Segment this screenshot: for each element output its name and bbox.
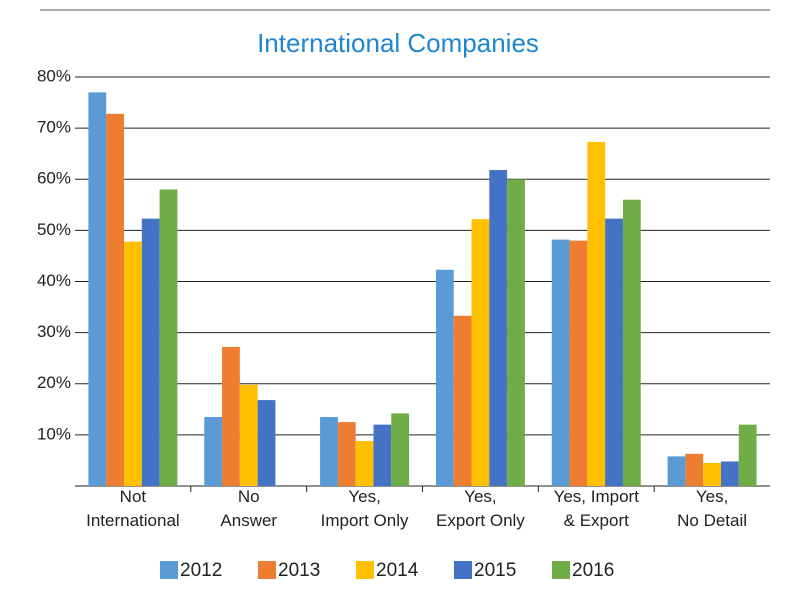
x-tick-label: Yes, Export Only	[436, 487, 525, 530]
x-tick-label: Yes, Import Only	[321, 487, 409, 530]
bar	[124, 241, 142, 486]
bar	[685, 453, 704, 486]
y-tick-label: 40%	[37, 271, 71, 290]
legend-swatch	[454, 561, 472, 579]
bar	[667, 456, 686, 486]
y-tick-label: 10%	[37, 424, 71, 443]
x-tick-label: Not International	[86, 487, 180, 530]
bar	[507, 179, 525, 486]
legend-swatch	[552, 561, 570, 579]
bar	[204, 416, 223, 486]
bar	[471, 219, 490, 486]
y-tick-label: 30%	[37, 322, 71, 341]
x-tick-label: No Answer	[220, 487, 277, 530]
bar	[703, 462, 721, 486]
bar	[141, 218, 160, 486]
bar	[373, 424, 392, 486]
bar	[738, 424, 757, 486]
legend-label: 2015	[474, 560, 516, 581]
y-tick-label: 50%	[37, 220, 71, 239]
bar	[88, 92, 107, 487]
bar	[239, 384, 258, 486]
legend-label: 2012	[180, 560, 222, 581]
bar	[605, 218, 623, 486]
bar	[257, 400, 276, 486]
bar	[355, 441, 374, 486]
bar	[489, 170, 508, 487]
bar	[551, 239, 570, 486]
bar	[391, 413, 410, 486]
y-tick-label: 60%	[37, 169, 71, 188]
bar	[337, 422, 356, 486]
legend-label: 2016	[572, 560, 614, 581]
y-tick-label: 20%	[37, 373, 71, 392]
bar	[622, 199, 641, 486]
bar	[587, 141, 606, 486]
bar	[222, 346, 240, 486]
bar	[569, 240, 588, 486]
legend-swatch	[160, 561, 178, 579]
bar	[320, 416, 338, 486]
y-tick-label: 80%	[37, 66, 71, 85]
bar	[106, 113, 125, 486]
bar	[720, 461, 739, 486]
legend-swatch	[356, 561, 374, 579]
bar	[435, 269, 454, 486]
legend-label: 2014	[376, 560, 419, 581]
x-tick-label: Yes, Import & Export	[554, 487, 640, 530]
legend-label: 2013	[278, 560, 320, 581]
chart-title: International Companies	[257, 28, 539, 58]
bar	[453, 315, 472, 486]
bar	[159, 189, 178, 486]
y-tick-label: 70%	[37, 118, 71, 137]
legend-swatch	[258, 561, 276, 579]
x-tick-label: Yes, No Detail	[677, 487, 747, 530]
